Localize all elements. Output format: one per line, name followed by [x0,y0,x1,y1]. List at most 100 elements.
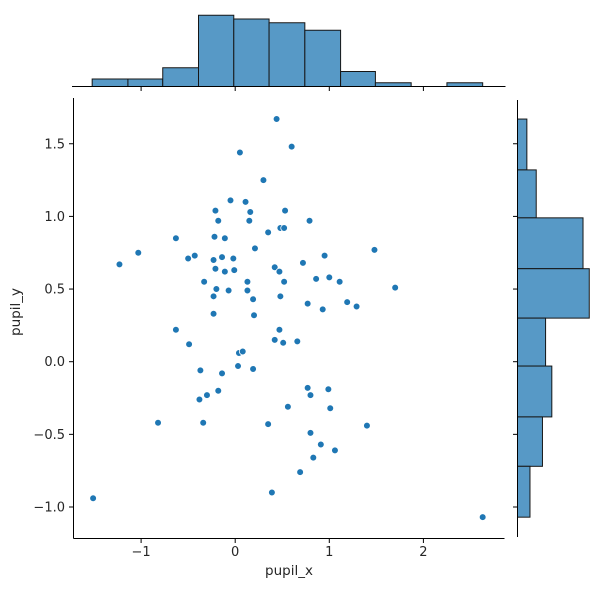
scatter-point [352,302,361,311]
main-scatter [89,115,487,521]
scatter-point [250,311,258,320]
scatter-point [115,260,124,269]
y-tick-label: −0.5 [33,428,65,443]
x-tick-label: 1 [325,545,333,560]
scatter-point [324,385,333,394]
top-marginal-histogram [72,14,506,91]
scatter-point [185,340,193,349]
y-tick-label: 0.5 [44,283,65,298]
x-tick-label: 2 [419,545,427,560]
y-tick-label: 1.0 [44,210,65,225]
scatter-point [238,347,247,356]
scatter-point [221,234,229,242]
x-axis-label: pupil_x [265,563,313,579]
scatter-point [210,232,219,241]
scatter-point [272,115,281,123]
scatter-point [264,228,272,237]
right-hist-bar [517,118,528,171]
scatter-point [280,277,288,286]
scatter-point [226,196,235,205]
scatter-point [268,488,276,497]
right-hist-bar [517,416,543,467]
scatter-point [270,336,279,344]
scatter-point [326,404,335,412]
top-hist-bar [268,22,306,87]
scatter-point [296,468,304,476]
scatter-point [245,216,254,225]
scatter-point [312,275,320,283]
top-hist-bar [374,82,412,87]
main-axes: −1 0 1 2 1.5 1.0 0.5 0.0 −0.5 −1.0 [33,98,505,560]
scatter-point [243,286,252,295]
scatter-point [134,248,143,257]
scatter-point [200,277,208,286]
scatter-point [306,429,315,437]
scatter-point [306,391,315,399]
scatter-point [214,386,223,395]
right-hist-bar [517,365,553,418]
scatter-point [224,286,233,295]
scatter-point [211,206,220,215]
right-hist-bar [517,169,537,219]
scatter-point [214,216,223,225]
scatter-point [270,263,279,272]
y-tick-label: 1.5 [44,137,65,152]
y-axis-label: pupil_y [8,288,24,336]
scatter-point [211,264,220,273]
scatter-point [284,402,292,411]
top-hist-bar [198,14,235,87]
top-hist-bar [304,29,342,87]
scatter-point [320,251,329,260]
scatter-point [221,267,229,276]
scatter-point [318,305,327,314]
scatter-point [218,253,226,261]
scatter-point [241,198,250,206]
scatter-point [478,513,487,521]
y-tick-label: 0.0 [44,355,65,370]
scatter-point [243,277,252,286]
scatter-point [287,142,296,151]
right-marginal-histogram [513,100,590,537]
scatter-point [280,224,288,232]
scatter-point [391,283,399,292]
scatter-point [209,292,218,301]
scatter-point [275,267,284,276]
scatter-point [196,366,205,375]
scatter-point [303,299,312,308]
scatter-point [363,421,371,430]
scatter-point [234,362,242,370]
x-tick-label: −1 [132,545,151,560]
right-hist-bar [517,268,590,319]
scatter-point [325,273,334,282]
scatter-point [249,365,257,373]
right-hist-bar [517,465,531,518]
scatter-point [236,148,244,157]
scatter-point [331,446,339,455]
scatter-point [184,254,192,263]
scatter-point [264,420,272,428]
scatter-point [89,494,97,503]
scatter-point [172,325,180,334]
scatter-point [246,208,255,216]
top-hist-bar [233,18,270,87]
top-hist-bar [91,78,129,87]
x-tick-label: 0 [231,545,239,560]
scatter-point [154,418,162,427]
scatter-point [303,384,312,392]
scatter-point [249,295,257,304]
scatter-point [259,176,268,184]
scatter-point [293,337,302,346]
scatter-point [251,244,259,253]
scatter-point [195,395,204,404]
scatter-point [199,418,208,427]
scatter-point [317,440,325,449]
scatter-point [230,266,239,274]
scatter-point [335,277,344,286]
scatter-point [229,254,238,263]
scatter-point [276,292,285,301]
y-tick-label: −1.0 [33,501,65,516]
top-hist-bar [340,71,376,87]
right-hist-bar [517,217,584,270]
scatter-point [299,259,307,267]
